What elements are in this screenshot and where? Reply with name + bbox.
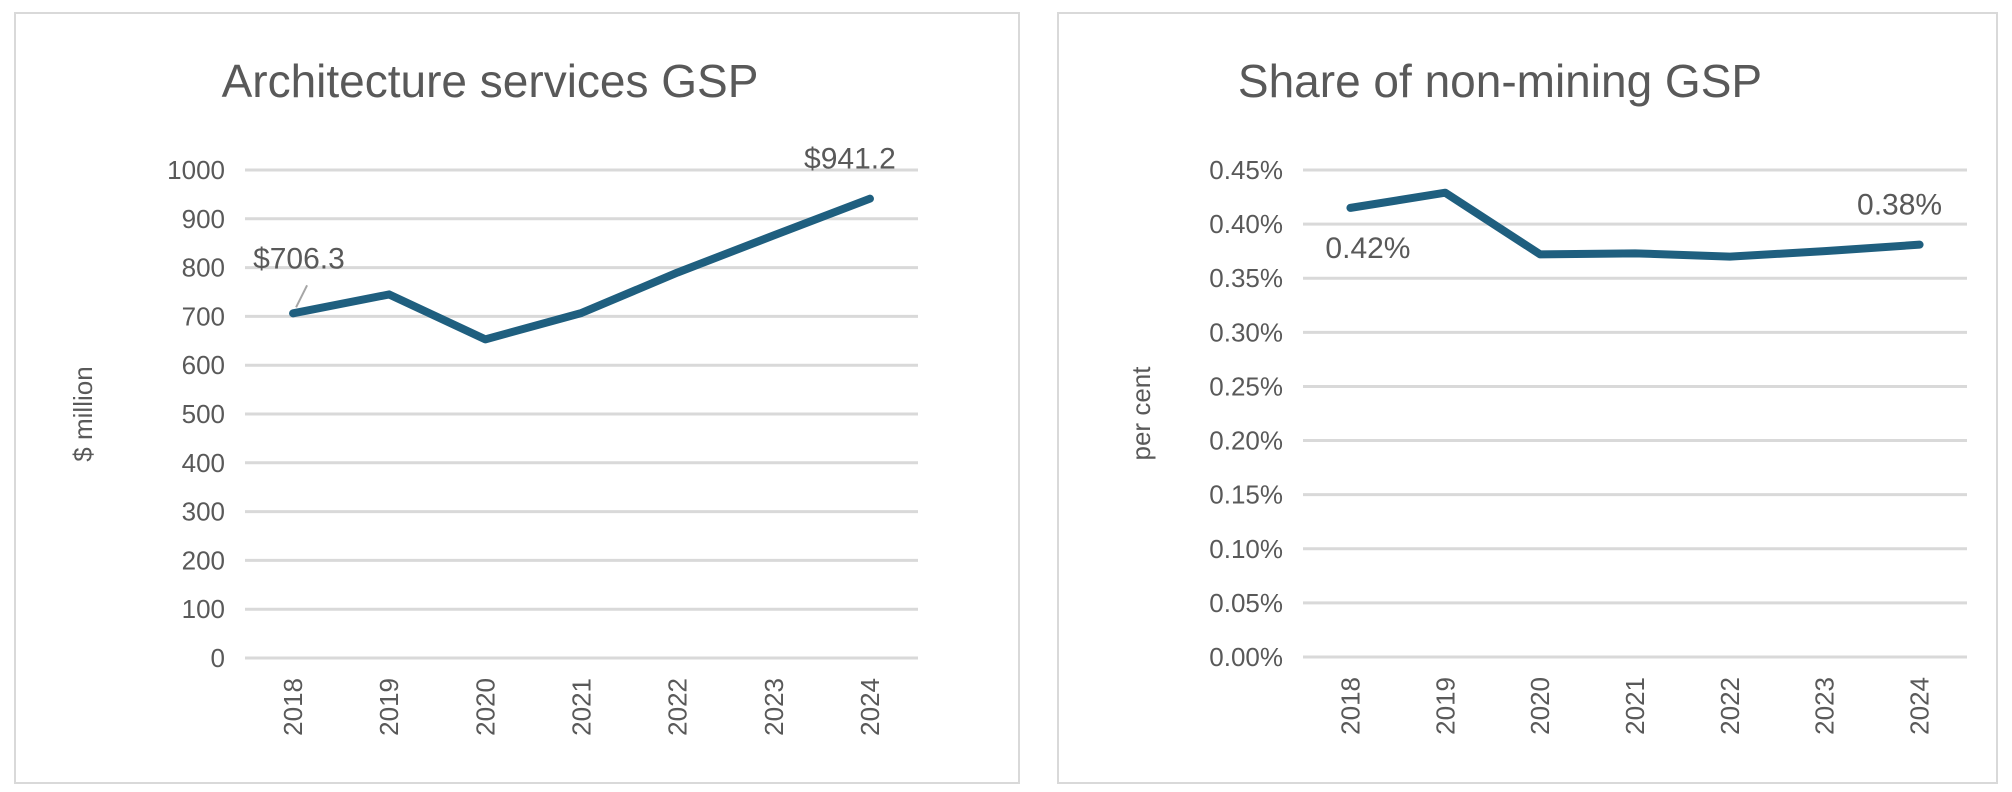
x-tick-label: 2021 (1620, 677, 1650, 735)
chart-title: Share of non-mining GSP (1238, 55, 1762, 107)
x-tick-label: 2021 (567, 678, 597, 736)
data-label: $941.2 (804, 143, 896, 176)
y-axis-label: per cent (1126, 366, 1156, 461)
x-tick-label: 2020 (470, 678, 500, 736)
x-tick-label: 2024 (855, 678, 885, 736)
y-tick-label: 1000 (167, 155, 225, 185)
chart-2: Share of non-mining GSP 0.00% 0.05% 0.10% 0.… (1057, 12, 1998, 784)
y-tick-label: 0.10% (1209, 534, 1283, 564)
y-tick-label: 0.45% (1209, 155, 1283, 185)
x-tick-label: 2020 (1525, 677, 1555, 735)
y-tick-label: 0 (211, 643, 225, 673)
y-axis-label: $ million (68, 366, 98, 461)
x-tick-label: 2024 (1905, 677, 1935, 735)
chart-1: Architecture services GSP 0 100 200 300 400 50… (14, 12, 1020, 784)
y-tick-label: 0.35% (1209, 263, 1283, 293)
y-tick-label: 0.00% (1209, 642, 1283, 672)
y-tick-label: 0.20% (1209, 426, 1283, 456)
y-tick-label: 400 (182, 448, 225, 478)
chart-title: Architecture services GSP (222, 55, 759, 107)
x-tick-label: 2022 (1715, 677, 1745, 735)
y-tick-label: 700 (182, 301, 225, 331)
y-tick-label: 0.25% (1209, 371, 1283, 401)
y-tick-label: 200 (182, 545, 225, 575)
y-tick-label: 0.40% (1209, 209, 1283, 239)
y-tick-label: 800 (182, 253, 225, 283)
y-tick-label: 900 (182, 204, 225, 234)
y-tick-label: 0.30% (1209, 317, 1283, 347)
x-tick-label: 2022 (663, 678, 693, 736)
x-tick-label: 2023 (759, 678, 789, 736)
x-tick-label: 2019 (374, 678, 404, 736)
chart-border (14, 12, 1020, 784)
x-tick-label: 2018 (1335, 677, 1365, 735)
x-tick-label: 2023 (1810, 677, 1840, 735)
y-tick-label: 100 (182, 594, 225, 624)
y-tick-label: 0.05% (1209, 588, 1283, 618)
y-tick-label: 500 (182, 399, 225, 429)
y-tick-label: 600 (182, 350, 225, 380)
chart-border (1057, 12, 1998, 784)
data-label: $706.3 (253, 242, 345, 275)
data-label: 0.38% (1857, 189, 1942, 222)
leader-line (295, 284, 308, 308)
x-tick-label: 2018 (278, 678, 308, 736)
x-tick-label: 2019 (1430, 677, 1460, 735)
y-tick-label: 0.15% (1209, 480, 1283, 510)
y-tick-label: 300 (182, 497, 225, 527)
data-label: 0.42% (1325, 232, 1410, 265)
